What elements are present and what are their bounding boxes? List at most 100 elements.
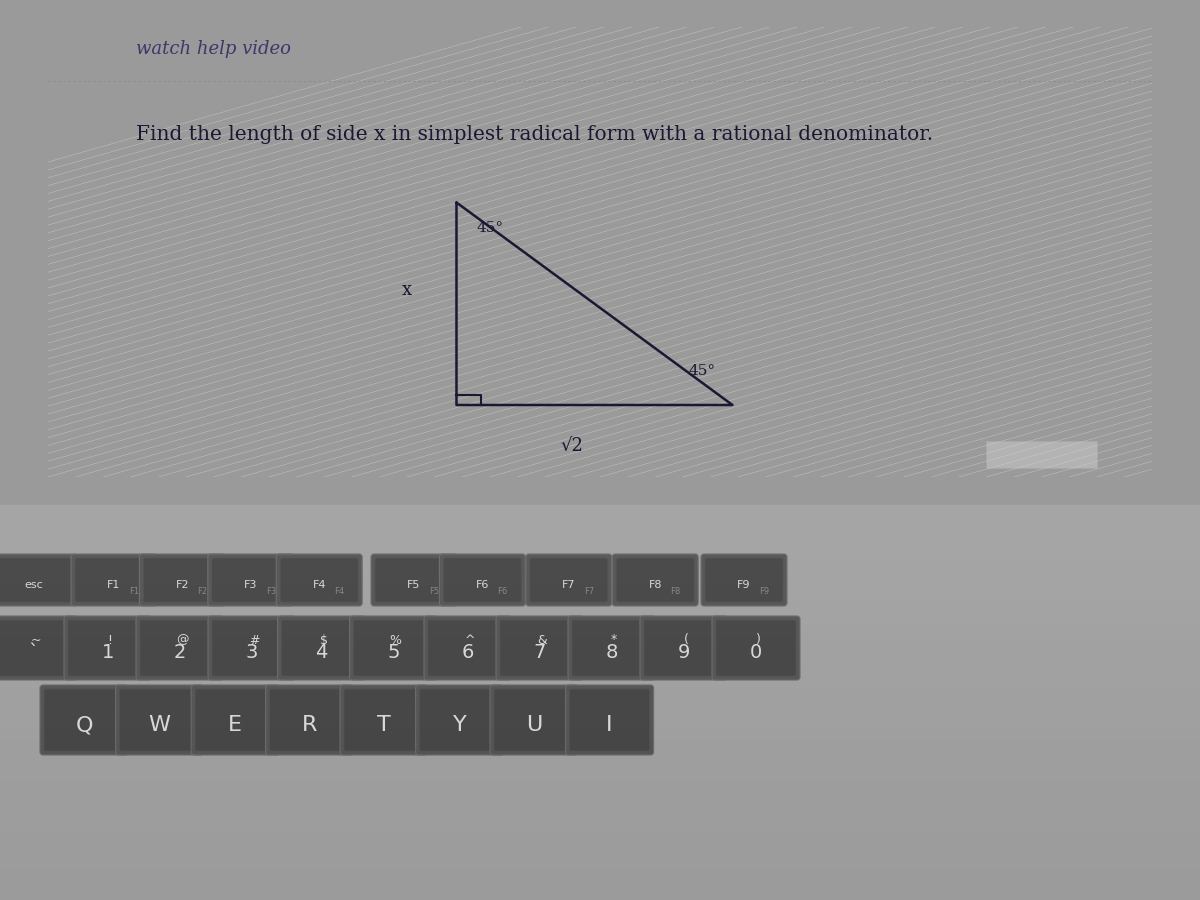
Text: esc: esc [24,580,43,590]
FancyBboxPatch shape [617,558,695,602]
Text: !: ! [108,634,113,646]
FancyBboxPatch shape [68,620,148,676]
FancyBboxPatch shape [136,616,224,680]
Text: $: $ [319,634,328,646]
FancyBboxPatch shape [0,554,77,606]
FancyBboxPatch shape [0,620,73,676]
FancyBboxPatch shape [640,616,728,680]
Text: 45°: 45° [476,220,504,235]
Text: F3: F3 [244,580,258,590]
Text: √2: √2 [560,436,584,454]
FancyBboxPatch shape [208,554,294,606]
FancyBboxPatch shape [444,558,522,602]
Text: 3: 3 [246,644,258,662]
FancyBboxPatch shape [115,685,204,755]
FancyBboxPatch shape [701,554,787,606]
Text: `: ` [29,644,38,662]
Text: ): ) [756,634,761,646]
Text: 45°: 45° [689,364,716,378]
Text: ^: ^ [464,634,475,646]
Text: (: ( [684,634,689,646]
Text: F8: F8 [648,580,662,590]
FancyBboxPatch shape [644,620,724,676]
FancyBboxPatch shape [354,620,433,676]
Text: @: @ [175,634,188,646]
FancyBboxPatch shape [191,685,280,755]
Text: Q: Q [76,715,92,735]
FancyBboxPatch shape [71,554,157,606]
Text: 1: 1 [102,644,114,662]
Text: F9: F9 [758,588,769,597]
FancyBboxPatch shape [570,689,649,751]
Text: F1: F1 [107,580,121,590]
Text: F9: F9 [737,580,751,590]
FancyBboxPatch shape [496,616,584,680]
FancyBboxPatch shape [0,558,72,602]
Text: F4: F4 [312,580,326,590]
FancyBboxPatch shape [74,558,154,602]
FancyBboxPatch shape [40,685,128,755]
FancyBboxPatch shape [270,689,349,751]
FancyBboxPatch shape [565,685,654,755]
FancyBboxPatch shape [712,616,800,680]
Text: 0: 0 [750,644,762,662]
Text: F5: F5 [428,588,439,597]
FancyBboxPatch shape [212,620,292,676]
FancyBboxPatch shape [277,616,366,680]
FancyBboxPatch shape [500,620,580,676]
Text: T: T [377,715,391,735]
Text: F6: F6 [497,588,508,597]
Text: Find the length of side x in simplest radical form with a rational denominator.: Find the length of side x in simplest ra… [137,125,934,145]
FancyBboxPatch shape [144,558,222,602]
FancyBboxPatch shape [374,558,454,602]
Text: I: I [606,715,613,735]
FancyBboxPatch shape [526,554,612,606]
FancyBboxPatch shape [139,554,226,606]
Text: F2: F2 [197,588,208,597]
Text: 7: 7 [534,644,546,662]
Text: W: W [149,715,170,735]
FancyBboxPatch shape [208,616,296,680]
FancyBboxPatch shape [340,685,428,755]
FancyBboxPatch shape [196,689,275,751]
Text: ~: ~ [30,634,41,646]
Text: 8: 8 [606,644,618,662]
Text: 2: 2 [174,644,186,662]
Text: F3: F3 [265,588,276,597]
Text: 5: 5 [388,644,400,662]
Text: F7: F7 [562,580,576,590]
FancyBboxPatch shape [344,689,424,751]
Text: F7: F7 [583,588,594,597]
FancyBboxPatch shape [420,689,499,751]
Text: x: x [402,281,413,299]
FancyBboxPatch shape [428,620,508,676]
Text: R: R [302,715,317,735]
Text: %: % [390,634,402,646]
Text: &: & [538,634,547,646]
FancyBboxPatch shape [120,689,199,751]
Text: F5: F5 [407,580,421,590]
Text: F1: F1 [128,588,139,597]
Text: F2: F2 [175,580,190,590]
Text: 9: 9 [678,644,690,662]
FancyBboxPatch shape [211,558,289,602]
FancyBboxPatch shape [349,616,438,680]
Text: E: E [228,715,242,735]
FancyBboxPatch shape [716,620,796,676]
FancyBboxPatch shape [568,616,656,680]
FancyBboxPatch shape [282,620,361,676]
FancyBboxPatch shape [64,616,152,680]
Text: #: # [248,634,259,646]
FancyBboxPatch shape [281,558,359,602]
FancyBboxPatch shape [490,685,578,755]
FancyBboxPatch shape [371,554,457,606]
Text: U: U [526,715,542,735]
Text: F6: F6 [475,580,490,590]
FancyBboxPatch shape [494,689,574,751]
FancyBboxPatch shape [424,616,512,680]
Text: Y: Y [452,715,467,735]
FancyBboxPatch shape [265,685,354,755]
Text: F8: F8 [670,588,680,597]
FancyBboxPatch shape [415,685,504,755]
Text: 6: 6 [462,644,474,662]
